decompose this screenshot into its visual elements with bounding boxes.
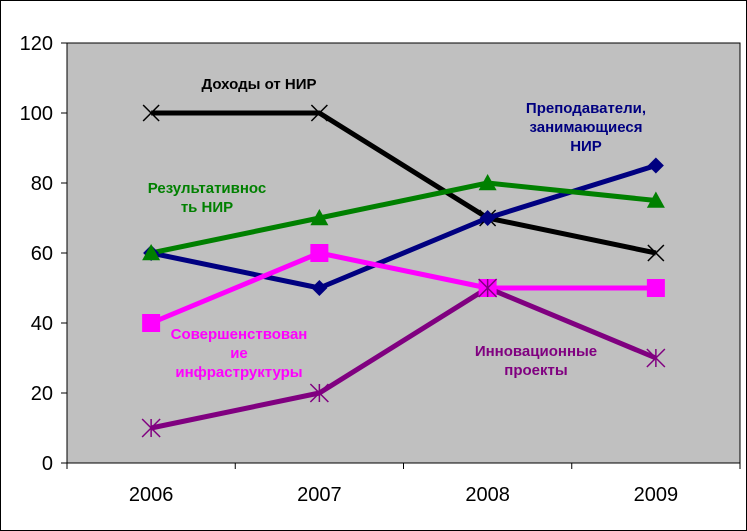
marker-shape (646, 191, 665, 208)
axes: 0 20 40 60 80 100 120 2006 2007 2008 2009 (20, 33, 741, 506)
series-label: Результативнос (148, 180, 266, 197)
y-tick-label: 40 (31, 313, 53, 335)
data-point (141, 418, 161, 438)
series-markers (141, 104, 666, 438)
data-point (310, 209, 329, 226)
y-tick-label: 100 (20, 103, 53, 125)
marker-shape (310, 209, 329, 226)
data-point (478, 278, 498, 298)
y-tick-label: 0 (42, 453, 53, 475)
marker-shape (479, 210, 496, 226)
series-label: Инновационные (475, 343, 597, 360)
data-point (647, 244, 665, 262)
data-point (309, 383, 329, 403)
data-point (311, 280, 328, 296)
marker-stroke (310, 104, 328, 122)
data-point (646, 191, 665, 208)
y-tick-label: 60 (31, 243, 53, 265)
series-line (150, 250, 656, 326)
series-line (151, 110, 657, 256)
series-line (150, 285, 657, 431)
series-label: занимающиеся (529, 119, 642, 136)
series-labels: Доходы от НИР Преподаватели, занимающиеся Н… (148, 76, 646, 381)
marker-shape (647, 157, 664, 174)
y-tick-label: 120 (20, 33, 53, 55)
series-label: инфраструктуры (175, 364, 302, 381)
data-point (142, 314, 161, 332)
series-label: ие (230, 345, 248, 362)
series-lines (150, 110, 657, 431)
data-point (478, 174, 497, 191)
series-label: Преподаватели, (526, 100, 646, 117)
series-label: Доходы от НИР (201, 76, 316, 93)
marker-shape (142, 244, 161, 261)
data-point (310, 244, 329, 262)
marker-shape (478, 174, 497, 191)
series-label: НИР (570, 138, 602, 155)
series-label: проекты (504, 362, 567, 379)
marker-shape (311, 280, 328, 296)
x-tick-label: 2008 (465, 484, 510, 506)
y-tick-label: 20 (31, 383, 53, 405)
data-point (142, 104, 160, 122)
data-point (142, 244, 161, 261)
marker-stroke (647, 244, 665, 262)
series-line (150, 180, 657, 256)
marker-shape (310, 244, 329, 262)
marker-shape (646, 279, 665, 297)
data-point (646, 348, 666, 368)
marker-shape (142, 314, 161, 332)
data-point (310, 104, 328, 122)
data-point (479, 210, 496, 226)
x-tick-label: 2006 (129, 484, 174, 506)
data-point (646, 279, 665, 297)
series-label: Совершенствован (171, 326, 308, 343)
y-tick-label: 80 (31, 173, 53, 195)
x-tick-label: 2009 (634, 484, 679, 506)
x-tick-label: 2007 (297, 484, 342, 506)
data-point (647, 157, 664, 174)
marker-stroke (142, 104, 160, 122)
series-label: ть НИР (181, 199, 233, 216)
